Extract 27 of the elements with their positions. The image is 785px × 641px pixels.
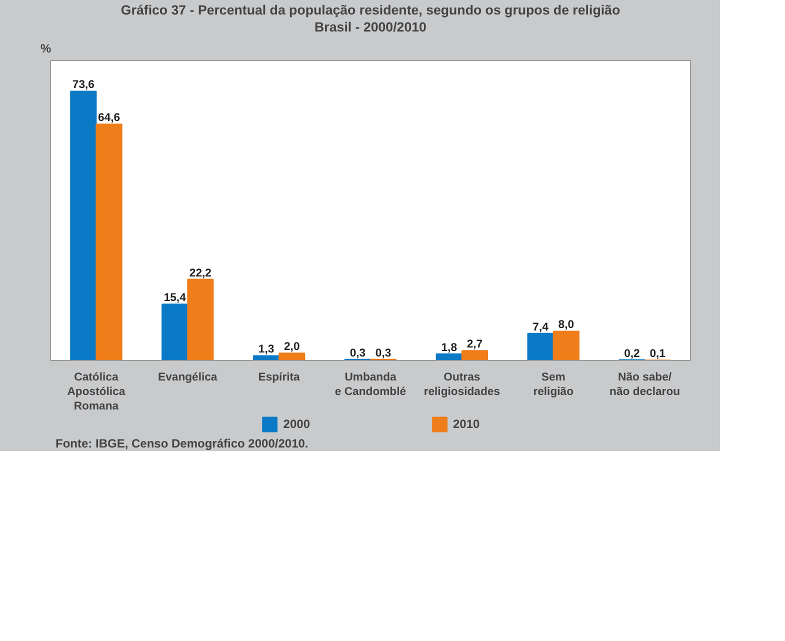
data-label: 73,6 (72, 79, 94, 92)
data-label: 7,4 (532, 321, 550, 334)
x-tick-label: Outras religiosidades (424, 372, 500, 398)
x-tick-label: Umbanda e Candomblé (334, 372, 406, 398)
data-label: 64,6 (98, 112, 120, 124)
x-tick-label: Sem religião (533, 372, 574, 398)
x-tick-label: Católica Apostólica Romana (67, 372, 126, 412)
data-label: 0,2 (624, 348, 640, 360)
x-tick-label: Espírita (258, 372, 301, 384)
source-note: Fonte: IBGE, Censo Demográfico 2000/2010. (56, 436, 308, 450)
x-tick-label: Evangélica (158, 372, 218, 384)
legend-label: 2000 (283, 417, 310, 431)
data-label: 1,3 (258, 344, 274, 356)
x-tick-label: Não sabe/ não declarou (610, 372, 680, 398)
chart-subtitle: Brasil - 2000/2010 (314, 20, 426, 34)
data-label: 0,3 (375, 347, 392, 360)
chart-title: Gráfico 37 - Percentual da população residente, segundo os grupos de religião (120, 2, 620, 18)
y-axis-title: % (40, 42, 52, 56)
data-label: 1,8 (441, 342, 458, 354)
data-label: 2,0 (284, 341, 300, 354)
legend-label: 2010 (453, 417, 480, 431)
data-label: 2,7 (466, 338, 483, 351)
data-label: 0,3 (350, 347, 366, 360)
data-label: 15,4 (164, 292, 187, 304)
data-label: 22,2 (189, 267, 212, 280)
data-label: 8,0 (558, 319, 574, 332)
data-label: 0,1 (650, 348, 666, 360)
